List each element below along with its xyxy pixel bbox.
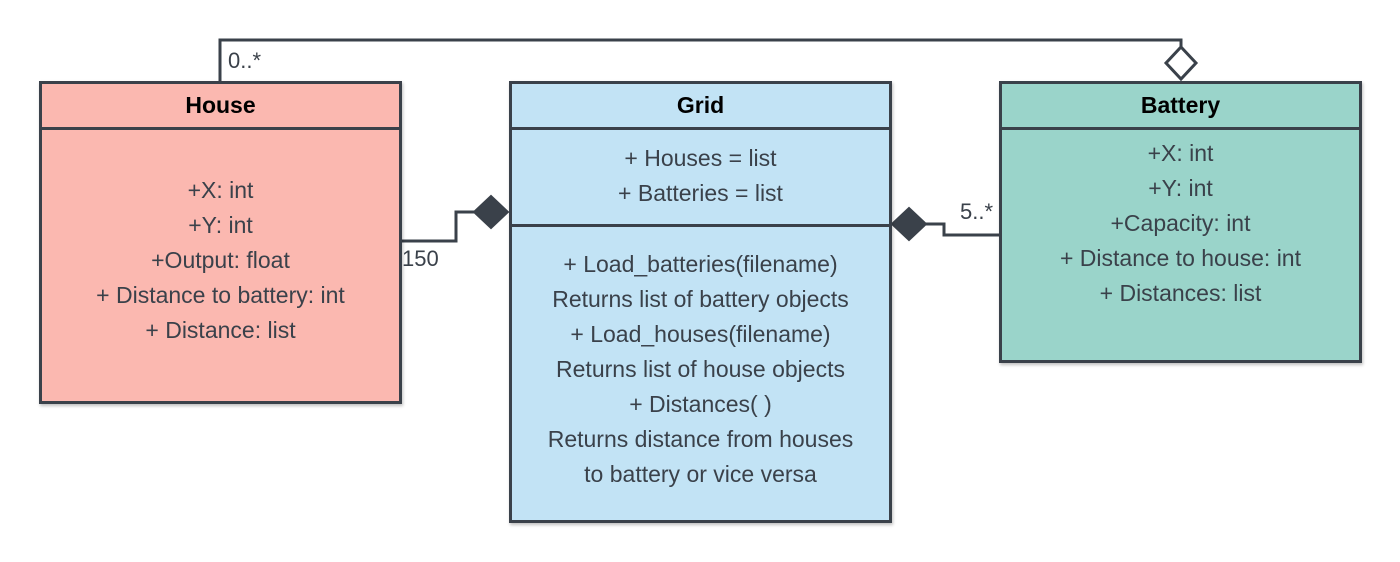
grid-attributes: + Houses = list + Batteries = list: [512, 130, 889, 227]
house-attribute: +Output: float: [151, 247, 290, 273]
grid-attribute: + Houses = list: [624, 145, 777, 171]
multiplicity-label-battery-grid: 5..*: [960, 199, 994, 224]
house-attribute: + Distance to battery: int: [96, 282, 345, 308]
house-class-name: House: [42, 84, 399, 130]
house-attribute: +X: int: [187, 177, 254, 203]
house-battery-association-line: [218, 38, 1183, 82]
grid-methods: + Load_batteries(filename) Returns list …: [512, 227, 889, 492]
grid-class[interactable]: Grid + Houses = list + Batteries = list …: [509, 81, 892, 523]
grid-attribute: + Batteries = list: [618, 180, 783, 206]
house-attribute: +Y: int: [188, 212, 253, 238]
battery-class[interactable]: Battery +X: int +Y: int +Capacity: int +…: [999, 81, 1362, 363]
battery-attribute: +Y: int: [1148, 175, 1213, 201]
battery-class-name: Battery: [1002, 84, 1359, 130]
battery-attribute: +Capacity: int: [1110, 210, 1251, 236]
grid-method: Returns distance from houses: [547, 426, 854, 452]
composition-diamond-icon: [472, 194, 510, 230]
grid-method: + Load_houses(filename): [570, 321, 831, 347]
grid-method: + Load_batteries(filename): [563, 251, 838, 277]
house-grid-composition-line: [402, 210, 474, 243]
battery-grid-composition-line: [926, 222, 1000, 237]
multiplicity-label-house-grid: 150: [402, 246, 439, 271]
battery-attribute: + Distance to house: int: [1059, 245, 1301, 271]
multiplicity-label-house-battery: 0..*: [228, 48, 262, 73]
battery-attribute: +X: int: [1147, 140, 1214, 166]
house-class[interactable]: House +X: int +Y: int +Output: float + D…: [39, 81, 402, 404]
grid-method: Returns list of battery objects: [552, 286, 849, 312]
battery-attribute: + Distances: list: [1099, 280, 1262, 306]
house-attribute: + Distance: list: [145, 317, 296, 343]
grid-class-name: Grid: [512, 84, 889, 130]
grid-method: + Distances( ): [629, 391, 772, 417]
aggregation-diamond-icon: [1163, 44, 1199, 82]
battery-attributes: +X: int +Y: int +Capacity: int + Distanc…: [1002, 130, 1359, 311]
grid-method: Returns list of house objects: [556, 356, 845, 382]
composition-diamond-icon: [890, 206, 928, 242]
house-attributes: +X: int +Y: int +Output: float + Distanc…: [42, 130, 399, 348]
grid-method: to battery or vice versa: [584, 461, 817, 487]
